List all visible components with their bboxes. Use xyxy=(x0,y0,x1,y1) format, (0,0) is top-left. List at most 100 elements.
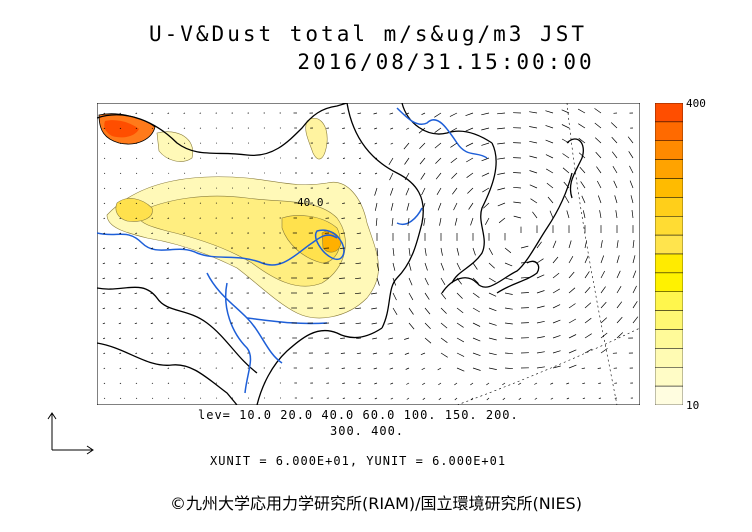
wind-arrow xyxy=(103,127,106,130)
wind-arrow xyxy=(581,195,586,204)
wind-arrow xyxy=(118,247,122,250)
wind-arrow xyxy=(504,247,512,254)
wind-arrow xyxy=(488,247,494,255)
wind-arrow xyxy=(424,307,431,315)
wind-arrow xyxy=(504,337,513,340)
wind-arrow xyxy=(439,217,442,226)
wind-arrow xyxy=(102,337,106,340)
wind-arrow xyxy=(404,172,410,181)
wind-arrow xyxy=(616,301,623,309)
wind-arrow xyxy=(151,157,154,159)
wind-arrow xyxy=(504,262,513,267)
wind-arrow xyxy=(597,367,602,369)
wind-arrow xyxy=(470,217,474,226)
wind-arrow xyxy=(119,157,122,160)
wind-arrow xyxy=(151,352,154,354)
wind-arrow xyxy=(594,122,602,129)
wind-arrow xyxy=(389,172,394,181)
wind-arrow xyxy=(424,247,427,256)
wind-arrow xyxy=(536,351,545,354)
wind-arrow xyxy=(404,157,410,165)
wind-arrow xyxy=(513,186,522,189)
wind-arrow xyxy=(391,217,394,226)
wind-arrow xyxy=(440,292,447,300)
wind-arrow xyxy=(167,142,170,144)
wind-arrow xyxy=(102,322,106,325)
wind-arrow xyxy=(103,202,106,205)
wind-arrow xyxy=(536,366,545,369)
wind-arrow xyxy=(119,367,122,370)
wind-arrow xyxy=(456,307,464,314)
wind-arrow xyxy=(449,127,458,133)
wind-arrow xyxy=(151,202,154,204)
wind-arrow xyxy=(435,172,442,180)
wind-arrow xyxy=(375,217,378,226)
wind-arrow xyxy=(387,322,394,325)
wind-arrow xyxy=(420,172,426,180)
wind-arrow xyxy=(497,187,506,191)
wind-arrow xyxy=(376,277,380,286)
vector-units: XUNIT = 6.000E+01, YUNIT = 6.000E+01 xyxy=(210,454,507,468)
colorbar-cell xyxy=(655,329,683,349)
wind-arrow xyxy=(600,270,606,279)
wind-arrow xyxy=(440,247,443,256)
wind-arrow xyxy=(356,337,362,340)
contour-levels-continued: 300. 400. xyxy=(330,424,405,438)
wind-arrow xyxy=(465,112,474,117)
wind-arrow xyxy=(406,202,410,211)
wind-arrow xyxy=(561,124,570,129)
colorbar-cell xyxy=(655,103,683,123)
wind-arrow xyxy=(596,166,602,174)
wind-arrow xyxy=(488,367,497,370)
wind-arrow xyxy=(339,322,346,324)
wind-arrow xyxy=(520,261,529,264)
wind-arrow xyxy=(520,245,529,249)
wind-arrow xyxy=(536,258,544,264)
wind-arrow xyxy=(627,136,634,144)
reference-axes-icon xyxy=(47,412,94,455)
wind-arrow xyxy=(374,157,378,160)
wind-arrow xyxy=(374,397,378,400)
wind-arrow xyxy=(103,157,106,160)
wind-arrow xyxy=(150,337,154,339)
wind-arrow xyxy=(376,262,380,271)
wind-arrow xyxy=(389,367,394,370)
wind-arrow xyxy=(150,262,154,264)
wind-arrow xyxy=(167,382,170,384)
wind-arrow xyxy=(389,187,394,196)
wind-arrow xyxy=(616,240,619,249)
wind-arrow xyxy=(151,382,154,384)
wind-arrow xyxy=(440,262,445,271)
wind-arrow xyxy=(135,142,138,144)
wind-arrow xyxy=(632,240,635,249)
wind-arrow xyxy=(390,382,394,385)
wind-arrow xyxy=(435,157,442,164)
wind-arrow xyxy=(616,316,623,324)
wind-arrow xyxy=(167,112,170,114)
wind-arrow xyxy=(134,262,138,265)
wind-arrow xyxy=(374,187,378,196)
wind-arrow xyxy=(341,367,346,369)
wind-arrow xyxy=(354,292,362,295)
wind-arrow xyxy=(135,397,138,399)
wind-arrow xyxy=(561,138,570,144)
wind-arrow xyxy=(422,397,426,400)
wind-arrow xyxy=(470,397,474,401)
wind-arrow xyxy=(568,256,574,264)
wind-arrow xyxy=(552,335,561,339)
wind-arrow xyxy=(616,270,621,279)
wind-arrow xyxy=(372,352,378,355)
wind-arrow xyxy=(632,316,639,324)
wind-arrow xyxy=(504,367,513,370)
wind-arrow xyxy=(436,187,442,195)
wind-arrow xyxy=(103,217,106,220)
wind-arrow xyxy=(456,337,465,343)
wind-arrow xyxy=(150,247,154,249)
wind-arrow xyxy=(403,142,410,150)
wind-arrow xyxy=(616,286,622,294)
wind-arrow xyxy=(119,217,122,220)
wind-arrow xyxy=(529,155,538,159)
wind-arrow xyxy=(594,108,602,114)
wind-arrow xyxy=(472,322,481,327)
wind-arrow xyxy=(407,217,410,226)
